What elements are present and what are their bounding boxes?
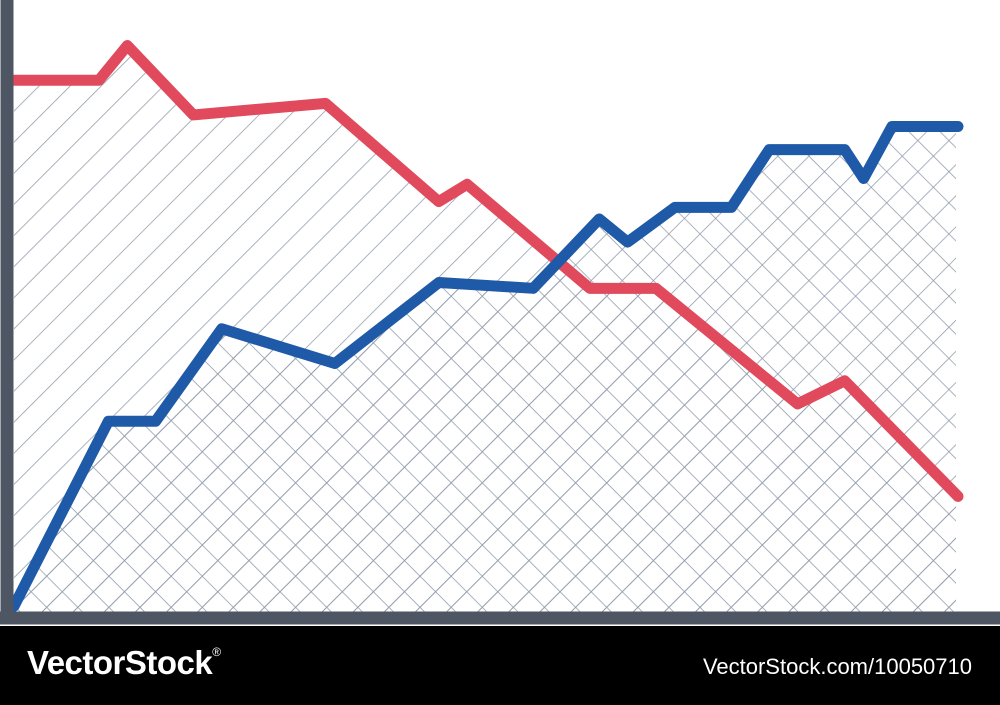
image-id-text: VectorStock.com/10050710 (702, 654, 972, 679)
watermark-footer: VectorStock® VectorStock.com/10050710 (0, 626, 1000, 705)
vectorstock-logo: VectorStock® (27, 646, 221, 679)
chart-canvas (0, 0, 1000, 625)
series-2-line (8, 120, 964, 612)
series-1-line (8, 40, 964, 502)
series-2-hatched-area (14, 126, 956, 612)
logo-text: VectorStock (27, 644, 213, 681)
logo-registered-mark: ® (212, 645, 221, 659)
line-chart (0, 0, 1000, 625)
